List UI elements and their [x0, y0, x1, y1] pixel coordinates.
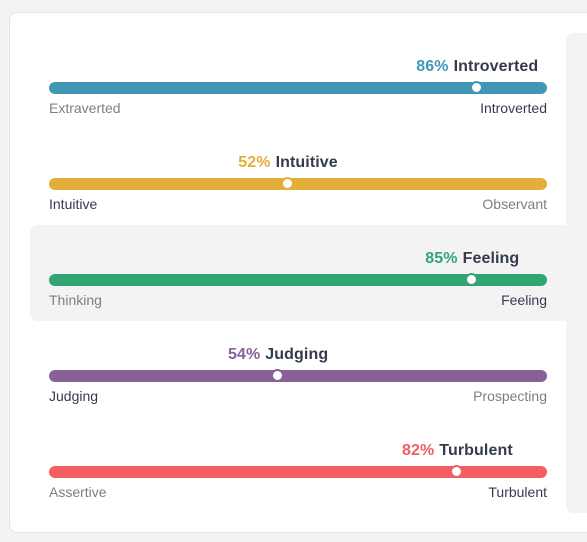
trait-bar [49, 82, 547, 94]
trait-right-label: Introverted [480, 100, 547, 116]
trait-right-label: Feeling [501, 292, 547, 308]
trait-percent: 82% [401, 442, 435, 459]
trait-left-label: Thinking [49, 292, 102, 308]
trait-right-label: Observant [482, 196, 547, 212]
trait-heading: 52% Intuitive [238, 154, 338, 172]
trait-row-judging[interactable]: 54% Judging Judging Prospecting [30, 321, 587, 417]
trait-right-label: Prospecting [473, 388, 547, 404]
trait-bar [49, 370, 547, 382]
trait-row-turbulent[interactable]: 82% Turbulent Assertive Turbulent [30, 417, 587, 513]
page-background-strip [0, 533, 587, 542]
trait-slider-handle[interactable] [271, 368, 285, 382]
trait-left-label: Intuitive [49, 196, 98, 212]
trait-left-label: Assertive [49, 484, 107, 500]
trait-heading: 54% Judging [228, 346, 328, 364]
trait-heading: 86% Introverted [416, 58, 538, 76]
trait-row-intuitive[interactable]: 52% Intuitive Intuitive Observant [30, 129, 587, 225]
trait-slider-handle[interactable] [450, 464, 464, 478]
trait-slider-handle[interactable] [281, 176, 295, 190]
trait-percent: 54% [227, 346, 261, 363]
trait-name: Judging [265, 346, 329, 363]
trait-row-feeling[interactable]: 85% Feeling Thinking Feeling [30, 225, 587, 321]
trait-name: Feeling [462, 250, 520, 267]
trait-bar [49, 178, 547, 190]
trait-heading: 82% Turbulent [402, 442, 513, 460]
trait-left-label: Judging [49, 388, 99, 404]
trait-bar [49, 274, 547, 286]
trait-left-label: Extraverted [49, 100, 121, 116]
trait-percent: 52% [238, 154, 271, 171]
trait-slider-handle[interactable] [470, 80, 484, 94]
trait-name: Intuitive [275, 154, 338, 171]
trait-row-introverted[interactable]: 86% Introverted Extraverted Introverted [30, 33, 587, 129]
trait-percent: 86% [416, 58, 449, 75]
trait-name: Turbulent [439, 442, 513, 459]
trait-bar [49, 466, 547, 478]
trait-percent: 85% [425, 250, 458, 267]
trait-slider-handle[interactable] [465, 272, 479, 286]
trait-right-label: Turbulent [488, 484, 547, 500]
trait-name: Introverted [453, 58, 539, 75]
trait-heading: 85% Feeling [425, 250, 519, 268]
